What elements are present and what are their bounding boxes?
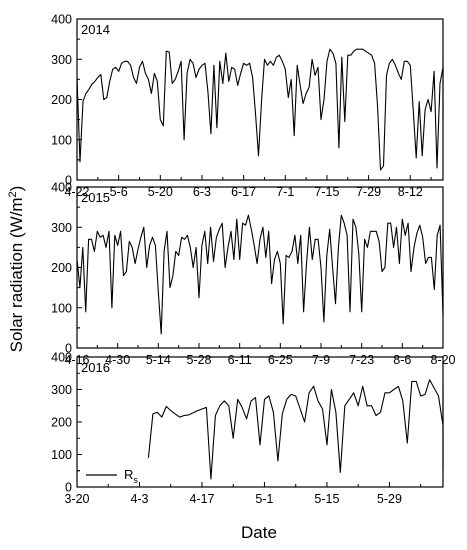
x-tick-label: 7-9 [312,353,330,367]
legend-label: Rs [124,467,138,485]
y-tick-label: 400 [51,181,72,195]
x-tick-label: 6-11 [228,353,252,367]
y-tick-label: 200 [51,261,72,275]
x-tick-label: 5-15 [314,492,339,506]
x-tick-label: 7-1 [276,185,294,199]
x-tick-label: 5-1 [255,492,273,506]
x-tick-label: 5-14 [146,353,171,367]
y-tick-label: 300 [51,221,72,235]
x-tick-label: 8-12 [398,185,423,199]
x-tick-label: 4-3 [130,492,148,506]
y-tick-label: 400 [51,351,72,365]
legend: Rs [86,467,138,485]
plot-frame [76,18,444,181]
y-tick-label: 300 [51,383,72,397]
legend-label-subscript: s [133,475,138,485]
x-tick-label: 5-20 [148,185,173,199]
y-tick-label: 0 [65,342,72,356]
x-axis-title: Date [241,523,277,542]
x-tick-label: 6-17 [231,185,256,199]
y-axis-title-close: ) [7,186,26,192]
panel-year-label: 2014 [81,22,110,37]
y-tick-label: 400 [51,13,72,27]
y-tick-label: 100 [51,448,72,462]
y-axis-title-main: Solar radiation (W/m [7,197,26,352]
x-tick-label: 7-23 [349,353,374,367]
series-line-rs [76,48,444,171]
y-tick-label: 200 [51,416,72,430]
x-tick-label: 3-20 [64,492,89,506]
plot-frame [76,186,444,349]
x-tick-label: 5-28 [186,353,211,367]
x-tick-label: 7-15 [314,185,339,199]
legend-label-main: R [124,467,133,482]
y-tick-label: 300 [51,53,72,67]
y-tick-label: 200 [51,93,72,107]
y-axis-title-superscript: 2 [7,191,19,197]
x-tick-label: 8-6 [393,353,411,367]
x-tick-label: 6-3 [193,185,211,199]
panel-2016: 0 100 200 300 400 3-20 4-3 4-17 5-1 5-15 5-29 2016 [51,351,444,506]
panel-year-label: 2016 [81,360,110,375]
series-line-rs [147,379,444,480]
x-tick-label: 5-29 [377,492,402,506]
y-axis-title: Solar radiation (W/m2) [7,186,26,353]
y-tick-label: 100 [51,133,72,147]
series-line-rs [76,214,444,335]
y-tick-label: 100 [51,301,72,315]
panel-year-label: 2015 [81,190,110,205]
x-tick-label: 4-17 [189,492,214,506]
y-tick-label: 0 [65,174,72,188]
y-tick-label: 0 [65,481,72,495]
x-tick-label: 5-6 [110,185,128,199]
x-tick-label: 7-29 [356,185,381,199]
x-tick-label: 6-25 [268,353,293,367]
